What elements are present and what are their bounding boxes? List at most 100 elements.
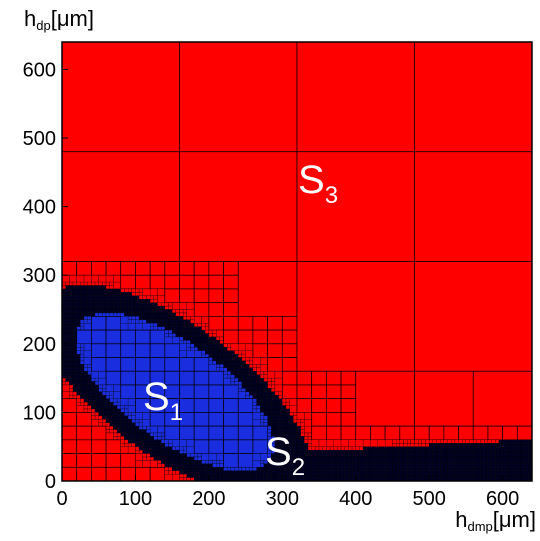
- cell: [337, 460, 342, 465]
- region-label: S3: [298, 158, 338, 209]
- cell: [146, 436, 151, 440]
- cell: [223, 470, 228, 475]
- cell: [80, 401, 85, 406]
- cell: [164, 333, 169, 338]
- y-tick-label: 0: [45, 471, 56, 493]
- cell: [183, 463, 187, 468]
- cell: [83, 398, 88, 403]
- cell: [326, 412, 342, 427]
- cell: [348, 467, 353, 471]
- cell: [436, 449, 441, 454]
- cell: [366, 456, 371, 461]
- cell: [399, 443, 404, 447]
- cell: [373, 473, 378, 478]
- cell: [179, 326, 184, 331]
- cell: [194, 350, 202, 358]
- cell: [113, 391, 121, 399]
- cell: [498, 446, 503, 451]
- cell: [172, 319, 176, 324]
- cell: [414, 151, 533, 262]
- cell: [392, 463, 397, 468]
- cell: [502, 425, 518, 441]
- cell: [223, 302, 239, 317]
- cell: [337, 456, 342, 461]
- cell: [267, 395, 272, 399]
- cell: [440, 467, 445, 471]
- cell: [197, 323, 202, 327]
- cell: [407, 456, 411, 461]
- cell: [175, 323, 180, 327]
- cell: [135, 460, 143, 468]
- cell: [65, 295, 70, 300]
- cell: [263, 377, 268, 382]
- y-tick-label: 200: [23, 334, 56, 356]
- cell: [164, 302, 169, 307]
- cell: [502, 449, 507, 454]
- cell: [164, 460, 169, 465]
- cell: [175, 463, 180, 468]
- cell: [271, 415, 276, 420]
- cell: [87, 371, 92, 375]
- cell: [491, 456, 496, 461]
- cell: [146, 312, 151, 317]
- cell: [256, 391, 261, 396]
- cell: [502, 456, 507, 461]
- cell: [252, 470, 257, 475]
- cell: [443, 449, 448, 454]
- cell: [238, 371, 243, 375]
- cell: [440, 470, 445, 475]
- cell: [87, 398, 92, 403]
- cell: [267, 398, 272, 403]
- cell: [105, 412, 110, 416]
- cell: [190, 323, 195, 327]
- cell: [168, 449, 173, 454]
- cell: [164, 326, 169, 331]
- cell: [340, 398, 357, 413]
- cell: [362, 473, 367, 478]
- cell: [76, 453, 92, 468]
- cell: [513, 443, 518, 447]
- cell: [135, 292, 140, 296]
- cell: [80, 391, 85, 396]
- cell: [359, 463, 364, 468]
- cell: [194, 326, 199, 331]
- cell: [234, 360, 239, 365]
- cell: [484, 453, 489, 458]
- cell: [164, 357, 180, 372]
- region-sub: 3: [325, 182, 338, 209]
- cell: [193, 425, 210, 441]
- cell: [157, 316, 162, 320]
- cell: [105, 292, 110, 296]
- cell: [223, 412, 239, 427]
- cell: [524, 460, 529, 465]
- cell: [498, 439, 503, 444]
- cell: [102, 415, 107, 420]
- cell: [252, 391, 257, 396]
- cell: [520, 467, 525, 471]
- cell: [388, 456, 393, 461]
- cell: [183, 460, 187, 465]
- cell: [186, 333, 191, 338]
- cell: [326, 456, 331, 461]
- cell: [157, 432, 162, 437]
- cell: [205, 463, 210, 468]
- cell: [498, 443, 503, 447]
- cell: [87, 305, 92, 310]
- cell: [69, 323, 74, 327]
- cell: [256, 470, 261, 475]
- cell: [186, 323, 191, 327]
- cell: [135, 316, 140, 320]
- cell: [120, 408, 125, 413]
- cell: [83, 405, 88, 410]
- cell: [80, 326, 85, 331]
- cell: [65, 333, 70, 338]
- cell: [102, 408, 107, 413]
- cell: [69, 329, 74, 334]
- cell: [65, 347, 70, 351]
- cell: [76, 398, 81, 403]
- cell: [105, 453, 122, 468]
- cell: [271, 388, 276, 392]
- cell: [183, 456, 187, 461]
- cell: [340, 425, 357, 441]
- cell: [76, 395, 81, 399]
